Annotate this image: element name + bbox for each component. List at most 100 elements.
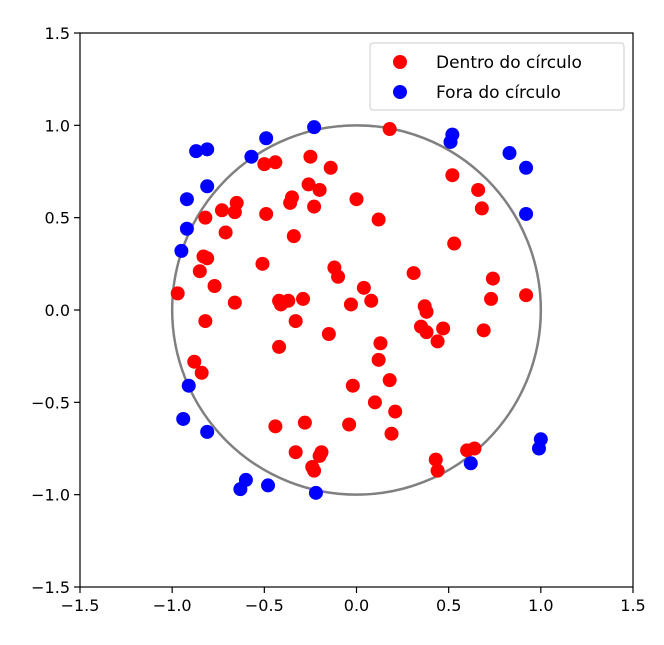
- data-point: [288, 445, 303, 460]
- legend-marker-dentro: [393, 55, 407, 69]
- legend-label-fora: Fora do círculo: [436, 83, 561, 103]
- data-point: [218, 225, 233, 240]
- data-point: [367, 395, 382, 410]
- data-point: [323, 160, 338, 175]
- data-point: [257, 157, 272, 172]
- data-point: [531, 441, 546, 456]
- data-point: [227, 205, 242, 220]
- data-point: [179, 221, 194, 236]
- data-point: [519, 288, 534, 303]
- data-point: [273, 297, 288, 312]
- data-point: [259, 206, 274, 221]
- data-point: [388, 404, 403, 419]
- data-point: [192, 264, 207, 279]
- data-point: [233, 482, 248, 497]
- data-point: [268, 419, 283, 434]
- data-point: [307, 463, 322, 478]
- data-point: [356, 280, 371, 295]
- data-point: [296, 291, 311, 306]
- data-point: [436, 321, 451, 336]
- data-point: [342, 417, 357, 432]
- data-point: [307, 120, 322, 135]
- data-point: [485, 271, 500, 286]
- data-point: [430, 463, 445, 478]
- x-tick-label: −0.5: [245, 596, 284, 615]
- data-point: [371, 212, 386, 227]
- data-point: [345, 378, 360, 393]
- data-point: [382, 373, 397, 388]
- data-point: [200, 424, 215, 439]
- unit-circle: [170, 124, 543, 496]
- data-point: [259, 131, 274, 146]
- data-point: [170, 286, 185, 301]
- data-point: [476, 323, 491, 338]
- data-point: [227, 295, 242, 310]
- data-point: [447, 236, 462, 251]
- data-point: [198, 210, 213, 225]
- data-point: [200, 142, 215, 157]
- data-point: [430, 334, 445, 349]
- data-point: [384, 426, 399, 441]
- legend-box: [369, 42, 625, 111]
- data-point: [371, 352, 386, 367]
- data-point: [261, 478, 276, 493]
- chart-marks: [170, 120, 548, 500]
- data-point: [268, 155, 283, 170]
- plot-background: [80, 33, 633, 587]
- data-point: [312, 448, 327, 463]
- data-point: [349, 192, 364, 207]
- data-point: [406, 266, 421, 281]
- data-point: [484, 291, 499, 306]
- data-point: [321, 327, 336, 342]
- data-point: [467, 441, 482, 456]
- data-point: [297, 415, 312, 430]
- legend-label-dentro: Dentro do círculo: [436, 53, 582, 73]
- x-tick-label: −1.0: [153, 596, 192, 615]
- data-point: [471, 182, 486, 197]
- data-point: [312, 182, 327, 197]
- data-point: [200, 179, 215, 194]
- data-point: [301, 177, 316, 192]
- y-tick-label: −1.0: [31, 486, 70, 505]
- y-tick-label: −1.5: [31, 578, 70, 597]
- data-point: [519, 206, 534, 221]
- data-point: [343, 297, 358, 312]
- data-point: [286, 229, 301, 244]
- data-point: [443, 134, 458, 149]
- series-fora: [174, 120, 548, 500]
- x-tick-label: 1.0: [528, 596, 553, 615]
- data-point: [283, 195, 298, 210]
- data-point: [419, 325, 434, 340]
- data-point: [244, 149, 259, 164]
- y-tick-label: 0.0: [45, 301, 70, 320]
- data-point: [519, 160, 534, 175]
- data-point: [200, 251, 215, 266]
- data-point: [382, 122, 397, 137]
- data-point: [463, 456, 478, 471]
- data-point: [207, 278, 222, 293]
- x-tick-label: 0.5: [436, 596, 461, 615]
- plot-area: [80, 33, 633, 587]
- data-point: [189, 144, 204, 159]
- data-point: [331, 269, 346, 284]
- series-dentro: [170, 122, 534, 478]
- data-point: [187, 354, 202, 369]
- y-tick-label: 1.0: [45, 116, 70, 135]
- data-point: [445, 168, 460, 183]
- x-tick-label: 1.5: [620, 596, 645, 615]
- y-tick-label: 0.5: [45, 209, 70, 228]
- data-point: [308, 485, 323, 500]
- data-point: [194, 365, 209, 380]
- data-point: [181, 378, 196, 393]
- data-point: [214, 203, 229, 218]
- data-point: [272, 339, 287, 354]
- data-point: [474, 201, 489, 216]
- data-point: [179, 192, 194, 207]
- data-point: [373, 336, 388, 351]
- data-point: [174, 243, 189, 258]
- data-point: [176, 411, 191, 426]
- x-tick-label: 0.0: [344, 596, 369, 615]
- legend: Dentro do círculo Fora do círculo: [369, 42, 625, 111]
- legend-marker-fora: [393, 85, 407, 99]
